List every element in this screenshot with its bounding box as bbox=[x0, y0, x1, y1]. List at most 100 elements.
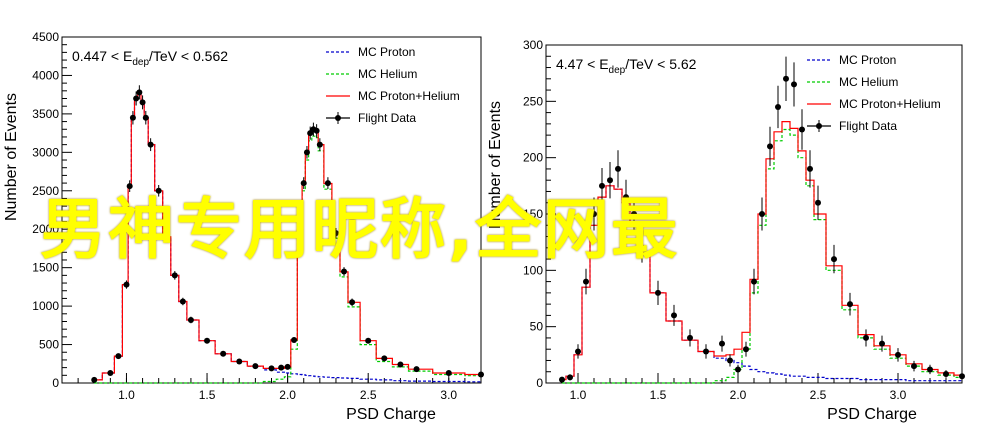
plot-frame bbox=[545, 44, 963, 384]
flight-data-point bbox=[204, 337, 211, 344]
flight-data-point bbox=[107, 370, 114, 377]
flight-data-point bbox=[615, 165, 621, 172]
y-tick-label: 2500 bbox=[32, 184, 59, 198]
y-tick-label: 150 bbox=[523, 207, 543, 221]
series-mc-helium bbox=[94, 135, 481, 384]
flight-data-point bbox=[623, 194, 629, 201]
flight-data-point bbox=[163, 233, 170, 240]
x-tick-label: 2.0 bbox=[730, 388, 747, 402]
y-tick-label: 3000 bbox=[32, 145, 59, 159]
flight-data-point bbox=[879, 340, 885, 347]
flight-data-point bbox=[445, 370, 452, 377]
flight-data-point bbox=[567, 374, 573, 381]
y-tick-label: 100 bbox=[523, 263, 543, 277]
flight-data-point bbox=[959, 373, 965, 380]
flight-data-point bbox=[559, 376, 565, 383]
flight-data-point bbox=[727, 357, 733, 364]
flight-data-point bbox=[268, 365, 275, 372]
flight-data-point bbox=[413, 366, 420, 373]
flight-data-point bbox=[381, 355, 388, 362]
flight-data-point bbox=[397, 361, 404, 368]
annotation-main: 4.47 < E bbox=[556, 56, 609, 72]
flight-data-point bbox=[775, 103, 781, 110]
flight-data-point bbox=[133, 95, 140, 102]
annotation-tail: /TeV < 0.562 bbox=[149, 48, 228, 64]
flight-data-point bbox=[831, 256, 837, 263]
flight-data-point bbox=[671, 312, 677, 319]
x-tick-label: 2.5 bbox=[810, 388, 827, 402]
y-tick-label: 200 bbox=[523, 151, 543, 165]
annotation-subscript: dep bbox=[609, 65, 626, 76]
flight-data-point bbox=[155, 187, 162, 194]
legend-marker bbox=[816, 123, 822, 129]
annotation-tail: /TeV < 5.62 bbox=[625, 56, 696, 72]
series-flight-data bbox=[91, 85, 484, 383]
flight-data-point bbox=[863, 334, 869, 341]
x-tick-label: 1.5 bbox=[199, 388, 216, 402]
y-tick-label: 0 bbox=[52, 376, 59, 390]
flight-data-point bbox=[751, 278, 757, 285]
legend-entry: MC Proton+Helium bbox=[839, 97, 941, 111]
chart-panel-1: 0 500 1000 1500 2000 2500 3000 3500 4000 4500 1.0 1… bbox=[3, 30, 484, 423]
legend-entry: Flight Data bbox=[358, 111, 416, 125]
flight-data-point bbox=[324, 180, 331, 187]
flight-data-point bbox=[303, 149, 310, 156]
y-tick-label: 500 bbox=[39, 338, 59, 352]
series-flight-data bbox=[559, 56, 965, 383]
annotation-main: 0.447 < E bbox=[72, 48, 132, 64]
y-tick-label: 50 bbox=[530, 320, 544, 334]
y-tick-label: 250 bbox=[523, 94, 543, 108]
y-axis-label: Number of Events bbox=[3, 93, 20, 221]
flight-data-point bbox=[847, 301, 853, 308]
flight-data-point bbox=[807, 165, 813, 172]
x-tick-label: 2.0 bbox=[279, 388, 296, 402]
flight-data-point bbox=[341, 268, 348, 275]
flight-data-point bbox=[631, 211, 637, 217]
legend-entry: MC Proton+Helium bbox=[358, 89, 460, 103]
flight-data-point bbox=[129, 114, 136, 121]
flight-data-point bbox=[300, 180, 307, 187]
flight-data-point bbox=[767, 143, 773, 150]
x-axis-label: PSD Charge bbox=[346, 406, 436, 423]
legend-entry: Flight Data bbox=[839, 119, 897, 133]
flight-data-point bbox=[313, 127, 320, 134]
flight-data-point bbox=[284, 363, 291, 370]
flight-data-point bbox=[759, 211, 765, 217]
flight-data-point bbox=[783, 75, 789, 82]
energy-range-annotation: 4.47 < Edep/TeV < 5.62 bbox=[556, 56, 697, 76]
flight-data-point bbox=[91, 376, 98, 383]
x-tick-label: 1.0 bbox=[570, 388, 587, 402]
flight-data-point bbox=[639, 244, 645, 251]
x-tick-label: 1.0 bbox=[118, 388, 135, 402]
y-axis-label: Number of Events bbox=[487, 101, 504, 229]
flight-data-point bbox=[478, 371, 484, 378]
flight-data-point bbox=[171, 272, 178, 279]
legend-entry: MC Proton bbox=[839, 53, 896, 67]
flight-data-point bbox=[316, 141, 323, 148]
flight-data-point bbox=[895, 351, 901, 358]
x-tick-label: 2.5 bbox=[360, 388, 377, 402]
series-mc-proton-helium bbox=[562, 121, 962, 381]
legend-entry: MC Proton bbox=[358, 45, 415, 59]
annotation-subscript: dep bbox=[132, 57, 149, 68]
y-tick-label: 2000 bbox=[32, 222, 59, 236]
flight-data-point bbox=[735, 366, 741, 373]
chart-panel-2: 0 50 100 150 200 250 300 1.0 1.5 2.0 2.5 3.0 PSD Cha… bbox=[487, 38, 965, 423]
flight-data-point bbox=[349, 299, 356, 306]
y-tick-label: 3500 bbox=[32, 107, 59, 121]
flight-data-point bbox=[583, 278, 589, 285]
y-tick-label: 0 bbox=[536, 376, 543, 390]
flight-data-point bbox=[297, 226, 304, 233]
x-tick-label: 3.0 bbox=[890, 388, 907, 402]
flight-data-point bbox=[791, 81, 797, 88]
flight-data-point bbox=[607, 177, 613, 184]
series-mc-proton bbox=[94, 91, 481, 383]
series-mc-helium bbox=[562, 128, 962, 384]
flight-data-point bbox=[911, 363, 917, 370]
flight-data-point bbox=[332, 230, 339, 237]
flight-data-point bbox=[126, 183, 133, 190]
flight-data-point bbox=[927, 366, 933, 373]
flight-data-point bbox=[220, 350, 227, 357]
x-tick-label: 3.0 bbox=[440, 388, 457, 402]
flight-data-point bbox=[703, 348, 709, 355]
